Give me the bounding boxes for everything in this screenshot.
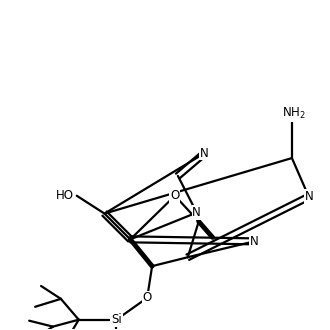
Text: N: N <box>304 190 313 203</box>
Text: O: O <box>170 189 180 202</box>
Text: Si: Si <box>111 313 122 326</box>
Text: N: N <box>192 206 201 219</box>
Text: N: N <box>250 235 259 248</box>
Text: N: N <box>200 147 209 160</box>
Text: HO: HO <box>56 189 74 202</box>
Text: O: O <box>143 291 152 304</box>
Text: NH$_2$: NH$_2$ <box>282 106 306 121</box>
